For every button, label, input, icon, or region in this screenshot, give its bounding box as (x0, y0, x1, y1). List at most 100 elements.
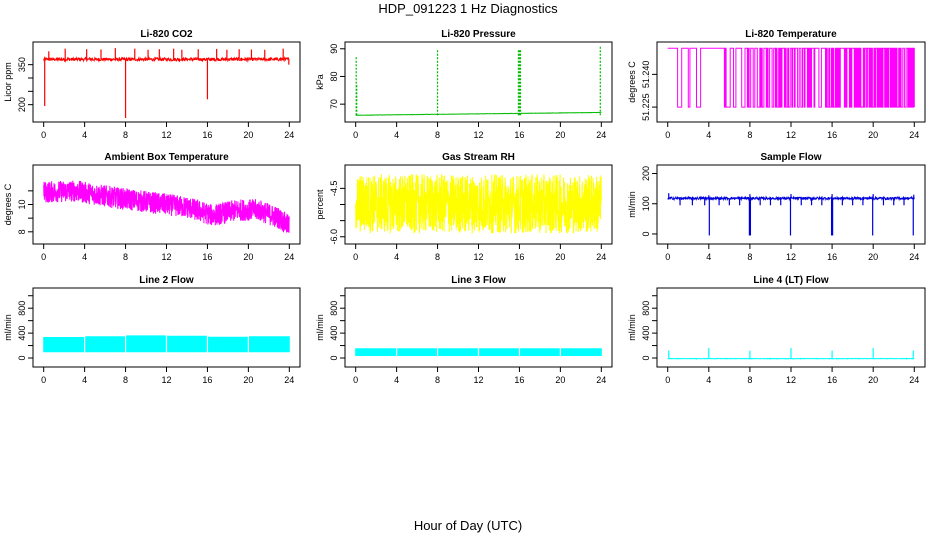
x-tick-label: 8 (747, 375, 752, 385)
panel-2: Li-820 Pressure 0 4 8 12 16 20 24 70 80 90 kPa (315, 29, 613, 140)
x-tick-label: 4 (82, 375, 87, 385)
data-layer (43, 180, 290, 234)
y-tick-label: 0 (641, 231, 651, 236)
series-line (43, 55, 290, 63)
series-line (667, 47, 915, 108)
x-tick-label: 0 (41, 130, 46, 140)
panel-title: Li-820 Temperature (745, 29, 837, 40)
x-tick-label: 8 (123, 130, 128, 140)
x-tick-label: 16 (202, 375, 212, 385)
x-tick-label: 24 (596, 252, 606, 262)
x-tick-label: 4 (82, 252, 87, 262)
y-axis-label: Licor ppm (3, 62, 13, 102)
panel-title: Gas Stream RH (442, 152, 515, 163)
data-layer (43, 333, 290, 353)
x-tick-label: 12 (473, 130, 483, 140)
y-tick-label: 350 (17, 57, 27, 72)
y-tick-label: 0 (17, 356, 27, 361)
x-tick-label: 0 (41, 375, 46, 385)
x-tick-label: 8 (435, 375, 440, 385)
x-tick-label: 20 (243, 375, 253, 385)
data-layer (355, 46, 602, 116)
y-tick-label: 400 (329, 326, 339, 341)
panel-title: Line 4 (LT) Flow (753, 275, 829, 286)
y-tick-label: 800 (641, 301, 651, 316)
panel-1: Li-820 CO2 0 4 8 12 16 20 24 200 350 Licor ppm (3, 29, 301, 140)
y-tick-label: 400 (641, 326, 651, 341)
panel-title: Li-820 CO2 (140, 29, 193, 40)
x-tick-label: 4 (82, 130, 87, 140)
x-tick-label: 4 (706, 375, 711, 385)
y-tick-label: 0 (329, 356, 339, 361)
y-tick-label: 80 (329, 71, 339, 81)
x-tick-label: 8 (747, 130, 752, 140)
x-tick-label: 8 (123, 252, 128, 262)
x-tick-label: 24 (596, 375, 606, 385)
x-tick-label: 4 (394, 375, 399, 385)
panel-7: Line 2 Flow 0 4 8 12 16 20 24 0 400 800 ml/min (3, 275, 301, 385)
x-tick-label: 4 (394, 252, 399, 262)
x-tick-label: 20 (555, 252, 565, 262)
x-tick-label: 16 (827, 252, 837, 262)
x-tick-label: 0 (665, 375, 670, 385)
x-tick-label: 12 (786, 130, 796, 140)
x-tick-label: 4 (706, 130, 711, 140)
y-tick-label: 90 (329, 44, 339, 54)
x-tick-label: 12 (786, 252, 796, 262)
panel-title: Ambient Box Temperature (104, 152, 229, 163)
x-tick-label: 20 (243, 130, 253, 140)
x-tick-label: 0 (665, 130, 670, 140)
x-tick-label: 4 (394, 130, 399, 140)
x-tick-label: 12 (473, 375, 483, 385)
data-layer (667, 193, 915, 236)
y-axis-label: ml/min (627, 191, 637, 218)
y-tick-label: -6.0 (329, 229, 339, 245)
x-tick-label: 16 (202, 130, 212, 140)
x-tick-label: 12 (473, 252, 483, 262)
y-tick-label: 400 (17, 326, 27, 341)
panel-title: Line 3 Flow (451, 275, 506, 286)
panel-title: Line 2 Flow (139, 275, 194, 286)
x-tick-label: 8 (123, 375, 128, 385)
panel-4: Ambient Box Temperature 0 4 8 12 16 20 24 8 10 deg… (3, 152, 301, 262)
y-axis-label: ml/min (627, 314, 637, 341)
x-tick-label: 0 (665, 252, 670, 262)
x-tick-label: 24 (284, 252, 294, 262)
y-tick-label: 51.225 (641, 93, 651, 121)
x-tick-label: 20 (868, 375, 878, 385)
y-tick-label: 10 (17, 199, 27, 209)
x-tick-label: 16 (827, 130, 837, 140)
y-tick-label: 200 (17, 97, 27, 112)
x-tick-label: 0 (353, 375, 358, 385)
series-line (355, 174, 602, 234)
y-tick-label: 200 (641, 166, 651, 181)
x-tick-label: 0 (353, 130, 358, 140)
data-layer (43, 48, 290, 118)
data-layer (355, 174, 602, 234)
panel-9: Line 4 (LT) Flow 0 4 8 12 16 20 24 0 400 800 ml/min (627, 275, 926, 385)
x-tick-label: 12 (161, 130, 171, 140)
x-tick-label: 12 (161, 375, 171, 385)
y-tick-label: 100 (641, 196, 651, 211)
figure-title: HDP_091223 1 Hz Diagnostics (378, 1, 558, 16)
x-tick-label: 16 (514, 130, 524, 140)
y-tick-label: 51.240 (641, 61, 651, 89)
x-tick-label: 12 (786, 375, 796, 385)
y-axis-label: kPa (315, 74, 325, 90)
panel-6: Sample Flow 0 4 8 12 16 20 24 0 100 200 ml/min (627, 152, 926, 262)
x-tick-label: 24 (284, 130, 294, 140)
x-tick-label: 24 (909, 375, 919, 385)
y-tick-label: 800 (329, 301, 339, 316)
x-tick-label: 16 (827, 375, 837, 385)
series-line (43, 180, 290, 234)
x-tick-label: 8 (435, 130, 440, 140)
panel-title: Li-820 Pressure (441, 29, 516, 40)
y-tick-label: 800 (17, 301, 27, 316)
x-tick-label: 0 (353, 252, 358, 262)
panel-title: Sample Flow (760, 152, 821, 163)
data-layer (355, 346, 602, 357)
x-tick-label: 12 (161, 252, 171, 262)
x-tick-label: 20 (868, 130, 878, 140)
plot-box (32, 41, 301, 123)
